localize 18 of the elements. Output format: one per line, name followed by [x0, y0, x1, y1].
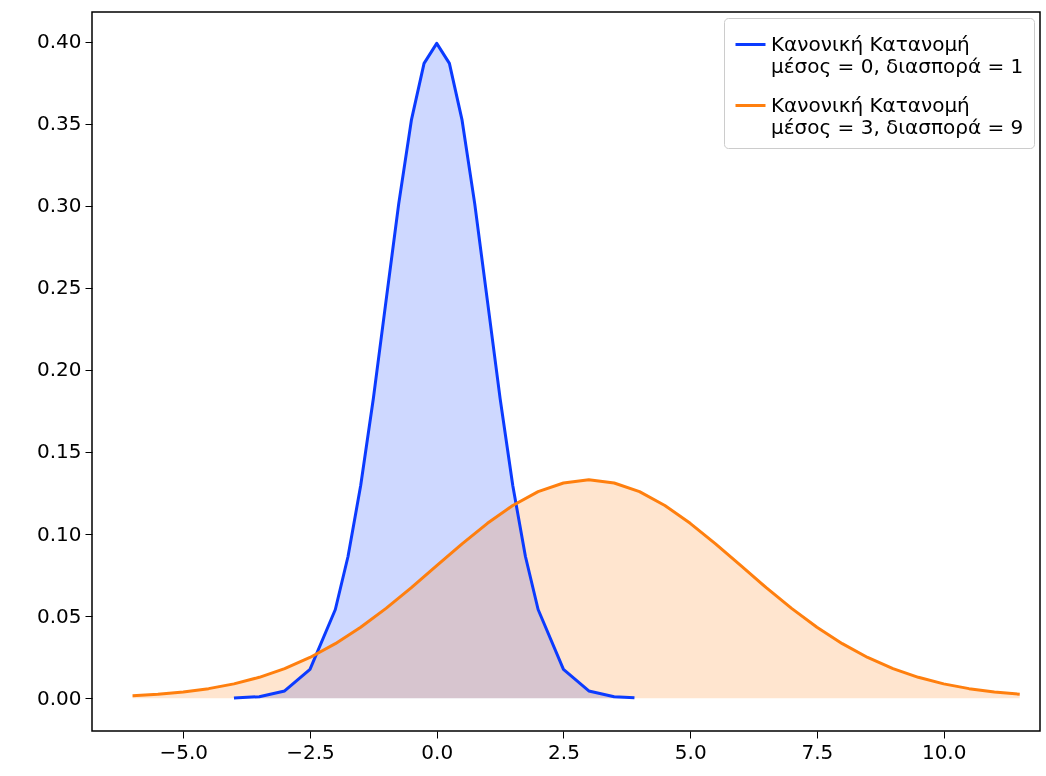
y-tick-label: 0.15 — [36, 439, 82, 464]
y-tick-label: 0.00 — [36, 685, 82, 710]
y-tick-label: 0.25 — [36, 275, 82, 300]
x-tick-label: −2.5 — [286, 739, 335, 764]
y-tick-label: 0.40 — [36, 29, 82, 54]
x-tick-label: 5.0 — [674, 739, 707, 764]
legend-label: Κανονική Κατανομή μέσος = 0, διασπορά = 1 — [771, 31, 1024, 78]
x-tick-label: 7.5 — [801, 739, 834, 764]
x-tick-label: 10.0 — [921, 739, 967, 764]
y-tick-label: 0.20 — [36, 357, 82, 382]
x-tick-label: 0.0 — [421, 739, 454, 764]
y-tick-label: 0.10 — [36, 521, 82, 546]
y-tick-label: 0.30 — [36, 193, 82, 218]
y-tick-label: 0.05 — [36, 603, 82, 628]
x-tick-label: −5.0 — [159, 739, 209, 764]
x-tick-label: 2.5 — [548, 739, 580, 764]
legend-label: Κανονική Κατανομή μέσος = 3, διασπορά = 9 — [771, 92, 1024, 139]
y-tick-label: 0.35 — [36, 111, 82, 136]
